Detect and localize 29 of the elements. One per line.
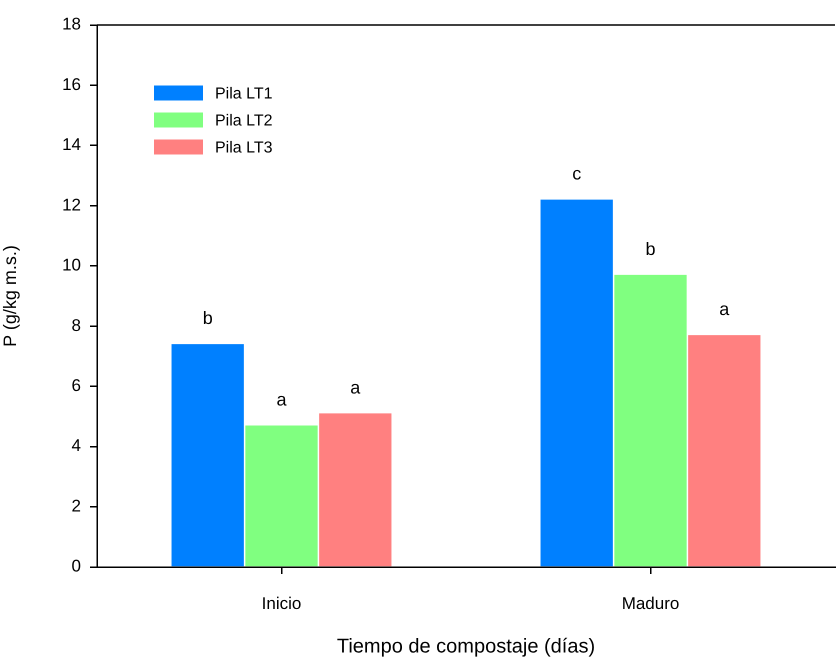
y-axis-title: P (g/kg m.s.) xyxy=(0,245,20,347)
bar xyxy=(614,274,687,566)
bar xyxy=(319,413,392,566)
y-tick-label: 16 xyxy=(62,74,81,94)
bar xyxy=(540,200,613,566)
y-tick-label: 2 xyxy=(72,496,81,516)
bar xyxy=(172,344,244,566)
legend-label: Pila LT2 xyxy=(215,112,273,130)
y-tick-label: 4 xyxy=(72,436,81,456)
x-tick-label: Inicio xyxy=(262,594,302,613)
y-tick-label: 10 xyxy=(62,256,81,275)
legend-label: Pila LT1 xyxy=(215,85,273,102)
data-label: c xyxy=(572,164,582,184)
data-label: b xyxy=(202,308,213,328)
data-label: a xyxy=(350,377,362,398)
legend-label: Pila LT3 xyxy=(215,139,273,156)
x-axis-title: Tiempo de compostaje (días) xyxy=(336,636,596,658)
y-tick-label: 12 xyxy=(62,195,81,214)
bar xyxy=(688,335,760,566)
y-tick-label: 8 xyxy=(72,316,81,335)
data-label: a xyxy=(276,389,288,410)
y-tick-label: 6 xyxy=(72,376,81,396)
data-label: a xyxy=(719,299,730,320)
bar xyxy=(245,425,318,566)
y-tick-label: 14 xyxy=(62,135,81,154)
y-tick-label: 18 xyxy=(62,14,81,34)
y-tick-label: 0 xyxy=(72,556,81,576)
data-label: b xyxy=(645,238,656,259)
x-tick-label: Maduro xyxy=(622,594,680,613)
